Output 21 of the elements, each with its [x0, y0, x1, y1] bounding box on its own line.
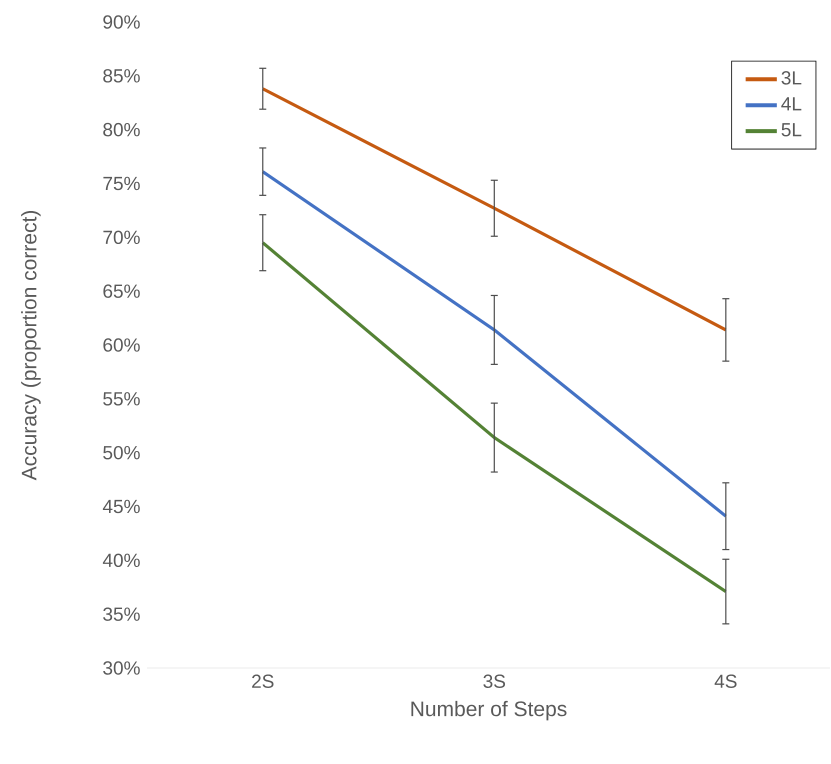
y-tick-label: 35% [103, 607, 140, 621]
y-tick-label: 40% [102, 554, 140, 568]
y-axis-title: Accuracy (proportion correct) [21, 210, 41, 480]
y-tick-label: 80% [103, 122, 140, 136]
y-tick-label: 55% [103, 392, 140, 406]
y-tick-label: 85% [103, 69, 140, 83]
legend-label: 3L [782, 71, 802, 85]
y-tick-label: 50% [103, 446, 140, 460]
y-tick-label: 65% [103, 284, 140, 298]
y-tick-label: 75% [103, 176, 140, 190]
y-tick-label: 30% [103, 661, 140, 675]
x-tick-label: 3S [483, 674, 506, 688]
legend-label: 4L [781, 97, 802, 110]
legend-label: 5L [782, 123, 802, 136]
x-tick-label: 2S [252, 674, 274, 688]
x-tick-label: 4S [714, 674, 737, 688]
y-tick-label: 90% [103, 15, 140, 29]
y-tick-label: 70% [103, 230, 140, 244]
y-tick-label: 60% [103, 338, 140, 352]
x-axis-title: Number of Steps [411, 700, 566, 720]
y-tick-label: 45% [102, 500, 140, 514]
